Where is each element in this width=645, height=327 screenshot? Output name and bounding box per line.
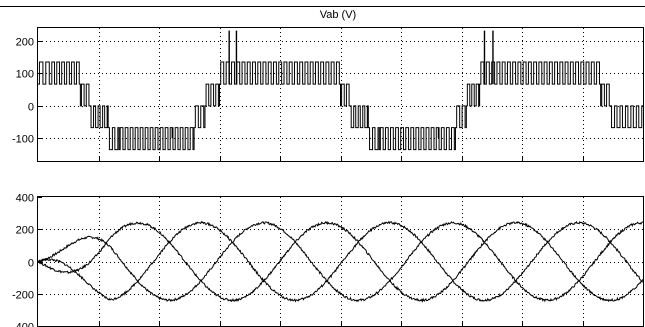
chart-title: Vab (V) — [320, 9, 356, 21]
y-tick-label: 200 — [16, 37, 34, 49]
y-tick-label: -200 — [12, 290, 34, 302]
panel-vab: Vab (V) -100 0 100 200 — [12, 9, 644, 162]
y-tick-label: 200 — [16, 225, 34, 237]
y-tick-label: 400 — [16, 193, 34, 205]
series-phase-c — [37, 220, 644, 303]
y-ticks-top: -100 0 100 200 — [12, 37, 34, 146]
y-tick-label: 100 — [16, 69, 34, 81]
y-tick-label: 0 — [28, 258, 34, 270]
series-phase-a — [37, 221, 644, 303]
y-tick-label: -100 — [12, 134, 34, 146]
panel-currents: -400 -200 0 200 400 — [12, 193, 644, 327]
y-tick-label: -400 — [12, 322, 34, 327]
y-ticks-bottom: -400 -200 0 200 400 — [12, 193, 34, 327]
series-vab — [38, 61, 643, 151]
series-phase-b — [37, 220, 644, 303]
plot-area-bottom — [37, 196, 644, 327]
y-tick-label: 0 — [28, 102, 34, 114]
grid-bottom — [38, 197, 643, 327]
